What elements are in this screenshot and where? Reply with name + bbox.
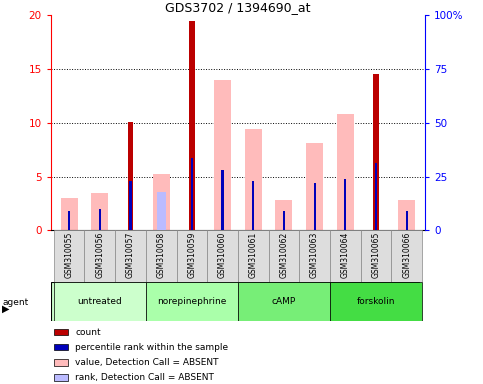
Bar (61, 198, 78, 230)
Bar (115, 230, 146, 282)
Text: cAMP: cAMP (272, 297, 296, 306)
Bar (146, 282, 238, 321)
Bar (275, 200, 292, 230)
Text: value, Detection Call = ABSENT: value, Detection Call = ABSENT (75, 358, 218, 367)
Bar (85, 230, 115, 282)
Text: ▶: ▶ (2, 303, 10, 313)
Bar (54, 230, 85, 282)
Text: GSM310056: GSM310056 (95, 232, 104, 278)
Bar (269, 230, 299, 282)
Bar (214, 80, 231, 230)
Bar (55, 344, 68, 351)
Bar (398, 200, 415, 230)
Bar (252, 181, 254, 230)
Bar (238, 282, 330, 321)
Bar (375, 163, 377, 230)
Bar (222, 170, 224, 230)
Bar (55, 374, 68, 381)
Bar (189, 21, 195, 230)
Bar (373, 74, 379, 230)
Text: norepinephrine: norepinephrine (157, 297, 227, 306)
Text: GSM310066: GSM310066 (402, 232, 411, 278)
Text: untreated: untreated (77, 297, 122, 306)
Bar (344, 179, 346, 230)
Text: GSM310063: GSM310063 (310, 232, 319, 278)
Bar (306, 143, 323, 230)
Bar (54, 282, 146, 321)
Text: forskolin: forskolin (357, 297, 395, 306)
Text: GSM310060: GSM310060 (218, 232, 227, 278)
Text: percentile rank within the sample: percentile rank within the sample (75, 343, 228, 352)
Bar (55, 359, 68, 366)
Bar (245, 129, 262, 230)
Text: GSM310059: GSM310059 (187, 232, 197, 278)
Text: GSM310058: GSM310058 (156, 232, 166, 278)
Bar (391, 230, 422, 282)
Bar (128, 122, 133, 230)
Bar (330, 282, 422, 321)
Text: count: count (75, 328, 100, 336)
Text: GSM310057: GSM310057 (126, 232, 135, 278)
Bar (68, 211, 70, 230)
Bar (207, 230, 238, 282)
Bar (146, 230, 176, 282)
Text: rank, Detection Call = ABSENT: rank, Detection Call = ABSENT (75, 373, 214, 382)
Bar (129, 181, 131, 230)
Bar (156, 192, 166, 230)
Bar (361, 230, 391, 282)
Bar (176, 230, 207, 282)
Bar (313, 183, 316, 230)
Bar (99, 209, 101, 230)
Text: GSM310061: GSM310061 (249, 232, 258, 278)
Bar (191, 158, 193, 230)
Bar (153, 174, 170, 230)
Title: GDS3702 / 1394690_at: GDS3702 / 1394690_at (165, 1, 311, 14)
Bar (91, 193, 108, 230)
Bar (283, 211, 285, 230)
Bar (337, 114, 354, 230)
Text: GSM310064: GSM310064 (341, 232, 350, 278)
Text: GSM310062: GSM310062 (279, 232, 288, 278)
Bar (299, 230, 330, 282)
Text: agent: agent (2, 298, 28, 307)
Bar (406, 211, 408, 230)
Text: GSM310055: GSM310055 (65, 232, 73, 278)
Bar (55, 329, 68, 335)
Bar (238, 230, 269, 282)
Bar (330, 230, 361, 282)
Text: GSM310065: GSM310065 (371, 232, 381, 278)
